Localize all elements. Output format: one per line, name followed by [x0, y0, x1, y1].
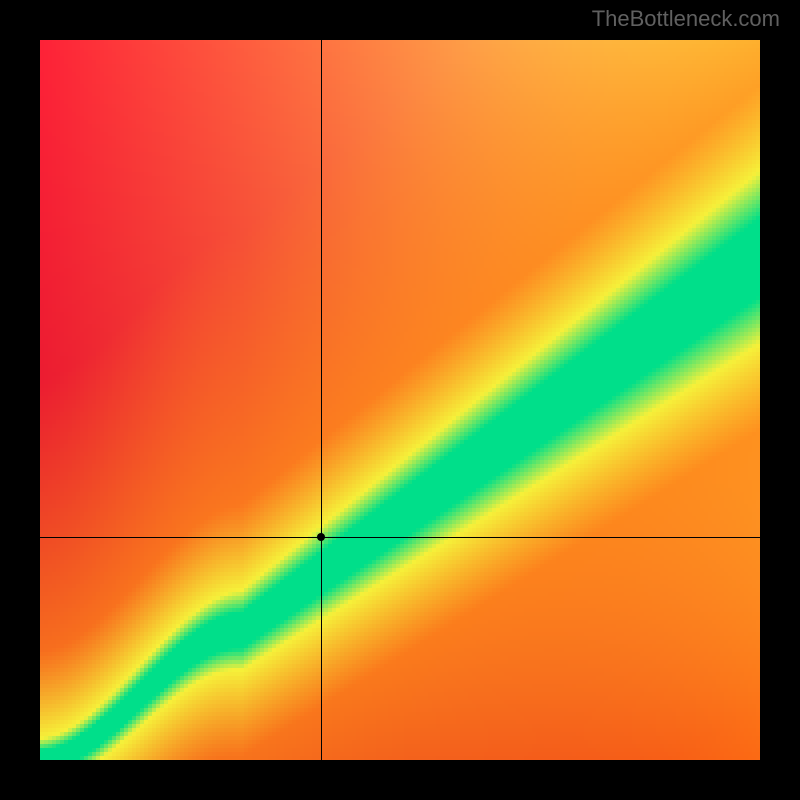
crosshair-horizontal — [40, 537, 760, 538]
crosshair-vertical — [321, 40, 322, 760]
watermark-text: TheBottleneck.com — [592, 6, 780, 32]
chart-container: TheBottleneck.com — [0, 0, 800, 800]
heatmap-canvas — [40, 40, 760, 760]
crosshair-marker — [317, 533, 325, 541]
heatmap-plot — [40, 40, 760, 760]
